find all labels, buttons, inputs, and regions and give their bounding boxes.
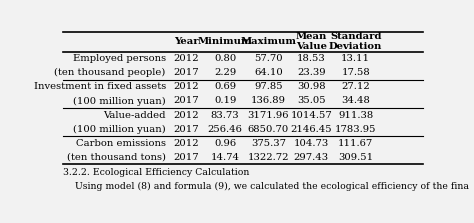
Text: 3.2.2. Ecological Efficiency Calculation: 3.2.2. Ecological Efficiency Calculation: [63, 168, 249, 177]
Text: 2017: 2017: [173, 68, 199, 77]
Text: 34.48: 34.48: [341, 96, 370, 105]
Text: Value-added: Value-added: [103, 111, 166, 120]
Text: 2146.45: 2146.45: [291, 125, 332, 134]
Text: 1783.95: 1783.95: [335, 125, 376, 134]
Text: 0.19: 0.19: [214, 96, 237, 105]
Text: 375.37: 375.37: [251, 139, 286, 148]
Text: (100 million yuan): (100 million yuan): [73, 96, 166, 105]
Text: 13.11: 13.11: [341, 54, 370, 63]
Text: 0.80: 0.80: [214, 54, 236, 63]
Text: (100 million yuan): (100 million yuan): [73, 124, 166, 134]
Text: Investment in fixed assets: Investment in fixed assets: [34, 82, 166, 91]
Text: 297.43: 297.43: [294, 153, 329, 162]
Text: (ten thousand people): (ten thousand people): [55, 68, 166, 77]
Text: 14.74: 14.74: [210, 153, 240, 162]
Text: 6850.70: 6850.70: [247, 125, 289, 134]
Text: 17.58: 17.58: [341, 68, 370, 77]
Text: Mean
Value: Mean Value: [296, 32, 327, 52]
Text: Minimum: Minimum: [198, 37, 253, 46]
Text: 111.67: 111.67: [338, 139, 374, 148]
Text: 35.05: 35.05: [297, 96, 326, 105]
Text: 2012: 2012: [173, 54, 199, 63]
Text: 18.53: 18.53: [297, 54, 326, 63]
Text: Carbon emissions: Carbon emissions: [76, 139, 166, 148]
Text: 1014.57: 1014.57: [291, 111, 332, 120]
Text: 64.10: 64.10: [254, 68, 283, 77]
Text: 30.98: 30.98: [297, 82, 326, 91]
Text: Standard
Deviation: Standard Deviation: [329, 32, 383, 52]
Text: 104.73: 104.73: [293, 139, 329, 148]
Text: 97.85: 97.85: [254, 82, 283, 91]
Text: 2012: 2012: [173, 139, 199, 148]
Text: 2012: 2012: [173, 111, 199, 120]
Text: 2017: 2017: [173, 96, 199, 105]
Text: 27.12: 27.12: [341, 82, 370, 91]
Text: 1322.72: 1322.72: [247, 153, 289, 162]
Text: 0.69: 0.69: [214, 82, 236, 91]
Text: 256.46: 256.46: [208, 125, 243, 134]
Text: 309.51: 309.51: [338, 153, 373, 162]
Text: 911.38: 911.38: [338, 111, 374, 120]
Text: 0.96: 0.96: [214, 139, 236, 148]
Text: 2017: 2017: [173, 125, 199, 134]
Text: 2012: 2012: [173, 82, 199, 91]
Text: 57.70: 57.70: [254, 54, 283, 63]
Text: Maximum: Maximum: [240, 37, 296, 46]
Text: 83.73: 83.73: [211, 111, 239, 120]
Text: 3171.96: 3171.96: [247, 111, 289, 120]
Text: 23.39: 23.39: [297, 68, 326, 77]
Text: Year: Year: [173, 37, 198, 46]
Text: 2.29: 2.29: [214, 68, 236, 77]
Text: Using model (8) and formula (9), we calculated the ecological efficiency of the : Using model (8) and formula (9), we calc…: [63, 182, 469, 191]
Text: 136.89: 136.89: [251, 96, 286, 105]
Text: Employed persons: Employed persons: [73, 54, 166, 63]
Text: (ten thousand tons): (ten thousand tons): [67, 153, 166, 162]
Text: 2017: 2017: [173, 153, 199, 162]
